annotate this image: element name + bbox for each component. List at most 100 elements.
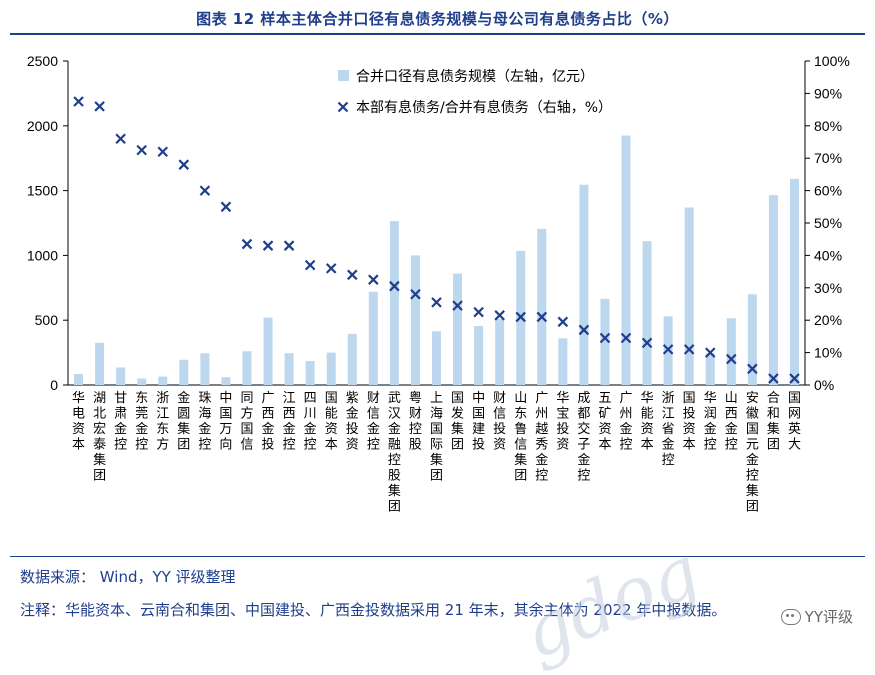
bar — [410, 255, 420, 385]
scatter-point — [768, 373, 779, 384]
brand-label: YY评级 — [804, 608, 853, 626]
bar — [284, 353, 294, 385]
x-tick-label: 安徽国元金控集团 — [746, 391, 759, 515]
scatter-point — [157, 146, 169, 157]
scatter-point — [452, 300, 463, 311]
bar — [158, 376, 168, 385]
right-tick-label: 90% — [814, 85, 842, 101]
bar — [705, 353, 715, 385]
scatter-point — [431, 297, 442, 308]
legend: 合并口径有息债务规模（左轴，亿元） 本部有息债务/合并有息债务（右轴，%） — [337, 68, 612, 116]
footnote: 注释：华能资本、云南合和集团、中国建投、广西金投数据采用 21 年末，其余主体为… — [20, 601, 727, 619]
scatter-point — [136, 144, 147, 156]
bar — [263, 317, 273, 385]
bar — [200, 353, 210, 385]
x-tick-label: 华润金控 — [704, 391, 717, 453]
left-tick-label: 500 — [35, 312, 59, 328]
scatter-point — [620, 332, 632, 344]
x-tick-label: 五矿资本 — [598, 391, 611, 453]
scatter-point — [220, 201, 232, 213]
bar — [116, 367, 126, 385]
x-tick-label: 甘肃金控 — [114, 391, 127, 453]
bar — [537, 228, 547, 385]
scatter-point — [557, 316, 569, 328]
x-tick-label: 广西金投 — [262, 391, 275, 453]
scatter-point — [410, 289, 421, 300]
x-tick-label: 华能资本 — [641, 391, 654, 453]
x-tick-label: 国能资本 — [325, 391, 338, 453]
scatter-point — [94, 101, 105, 112]
right-tick-label: 40% — [814, 247, 842, 263]
left-tick-label: 1500 — [27, 183, 58, 199]
bar — [95, 342, 105, 385]
right-tick-label: 50% — [814, 215, 842, 231]
x-tick-label: 国投资本 — [683, 391, 696, 453]
footer-divider — [10, 556, 865, 557]
legend-bar-swatch — [338, 70, 349, 81]
x-tick-labels: 华电资本湖北宏泰集团甘肃金控东莞金控浙江东方金圆集团珠海金控中国万向同方国信广西… — [72, 390, 801, 515]
left-tick-label: 0 — [50, 377, 58, 393]
x-tick-label: 浙江省金控 — [662, 391, 675, 468]
scatter-point — [325, 263, 337, 274]
scatter-point — [726, 353, 737, 365]
bar — [684, 207, 694, 385]
x-tick-label: 广州越秀金控 — [535, 391, 548, 484]
x-tick-label: 山西金控 — [725, 391, 738, 453]
scatter-point — [473, 306, 484, 318]
right-tick-label: 0% — [814, 377, 834, 393]
scatter-point — [283, 240, 295, 251]
bar — [389, 221, 399, 385]
scatter-point — [662, 344, 674, 355]
bar — [74, 373, 84, 385]
bar — [326, 352, 336, 385]
bar — [495, 318, 505, 385]
wechat-icon — [780, 608, 801, 625]
x-tick-label: 广州金控 — [620, 391, 633, 453]
left-tick-label: 2500 — [27, 53, 58, 69]
scatter-point — [641, 337, 653, 349]
scatter-series — [73, 96, 800, 384]
scatter-point — [494, 310, 505, 321]
scatter-point — [262, 240, 274, 251]
x-tick-label: 华电资本 — [72, 391, 85, 453]
scatter-point — [704, 347, 716, 358]
x-tick-label: 珠海金控 — [198, 391, 211, 453]
x-tick-label: 湖北宏泰集团 — [93, 391, 106, 484]
right-tick-label: 70% — [814, 150, 842, 166]
bar — [474, 326, 484, 385]
axes: 0 500 1000 1500 2000 2500 0% 10% 20% 30% 40% 50% 60%… — [27, 53, 850, 393]
bar — [453, 273, 463, 385]
scatter-point — [683, 344, 695, 355]
scatter-point — [346, 269, 358, 281]
x-tick-label: 中国万向 — [219, 391, 232, 453]
bar — [579, 184, 589, 385]
bar — [347, 333, 357, 385]
scatter-point — [73, 96, 84, 107]
legend-marker-icon — [337, 101, 349, 113]
x-tick-label: 国网英大 — [788, 391, 801, 453]
scatter-point — [389, 280, 400, 292]
scatter-point — [747, 363, 758, 375]
x-tick-label: 财信金控 — [367, 391, 380, 453]
bar — [137, 378, 147, 385]
bar — [368, 291, 378, 385]
bar — [747, 294, 757, 385]
right-tick-label: 30% — [814, 280, 842, 296]
bar — [789, 178, 799, 385]
scatter-point — [789, 373, 800, 384]
legend-bar-label: 合并口径有息债务规模（左轴，亿元） — [356, 68, 594, 85]
legend-marker-label: 本部有息债务/合并有息债务（右轴，%） — [356, 99, 612, 116]
x-tick-label: 合和集团 — [767, 391, 780, 453]
x-tick-label: 金圆集团 — [177, 390, 190, 453]
x-tick-label: 东莞金控 — [135, 391, 148, 453]
bar — [621, 135, 631, 385]
bar — [642, 241, 652, 385]
bar — [558, 338, 568, 385]
scatter-point — [368, 274, 379, 285]
bar — [768, 195, 778, 385]
bar — [305, 361, 315, 385]
scatter-point — [178, 159, 190, 170]
bar — [600, 298, 610, 385]
scatter-point — [515, 311, 527, 323]
bar — [432, 331, 441, 385]
